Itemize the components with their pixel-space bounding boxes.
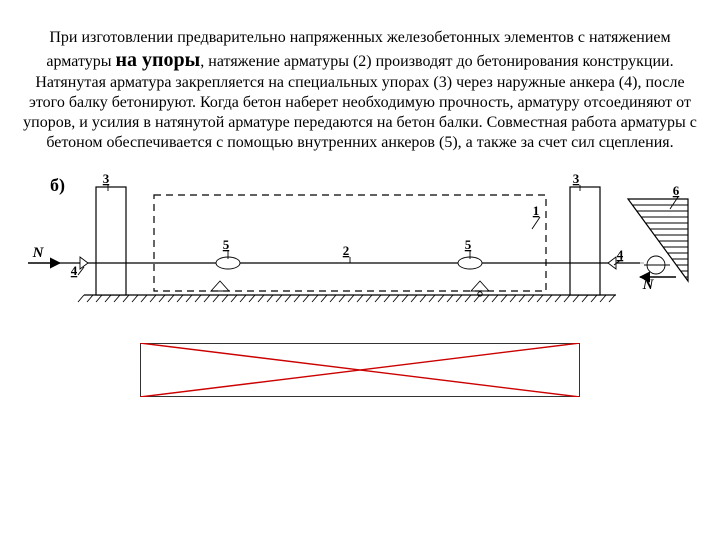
svg-text:6: 6: [673, 183, 680, 198]
description-paragraph: При изготовлении предварительно напряжен…: [20, 28, 700, 153]
svg-text:N: N: [642, 277, 655, 293]
svg-text:3: 3: [573, 171, 580, 186]
svg-text:5: 5: [223, 237, 230, 252]
svg-text:4: 4: [71, 263, 78, 278]
svg-text:2: 2: [343, 243, 350, 258]
crossbox-svg: [140, 343, 580, 397]
para-emph: на упоры: [115, 49, 200, 71]
crossed-out-box: [140, 343, 580, 397]
diagram-figure: б) 3 3 1 2 5 5 4 4 6 N N: [20, 169, 700, 329]
svg-text:1: 1: [533, 203, 540, 218]
diagram-svg: б) 3 3 1 2 5 5 4 4 6 N N: [20, 169, 700, 329]
svg-text:N: N: [32, 245, 45, 261]
svg-text:3: 3: [103, 171, 110, 186]
svg-text:4: 4: [617, 247, 624, 262]
svg-text:б): б): [50, 175, 65, 196]
svg-text:5: 5: [465, 237, 472, 252]
